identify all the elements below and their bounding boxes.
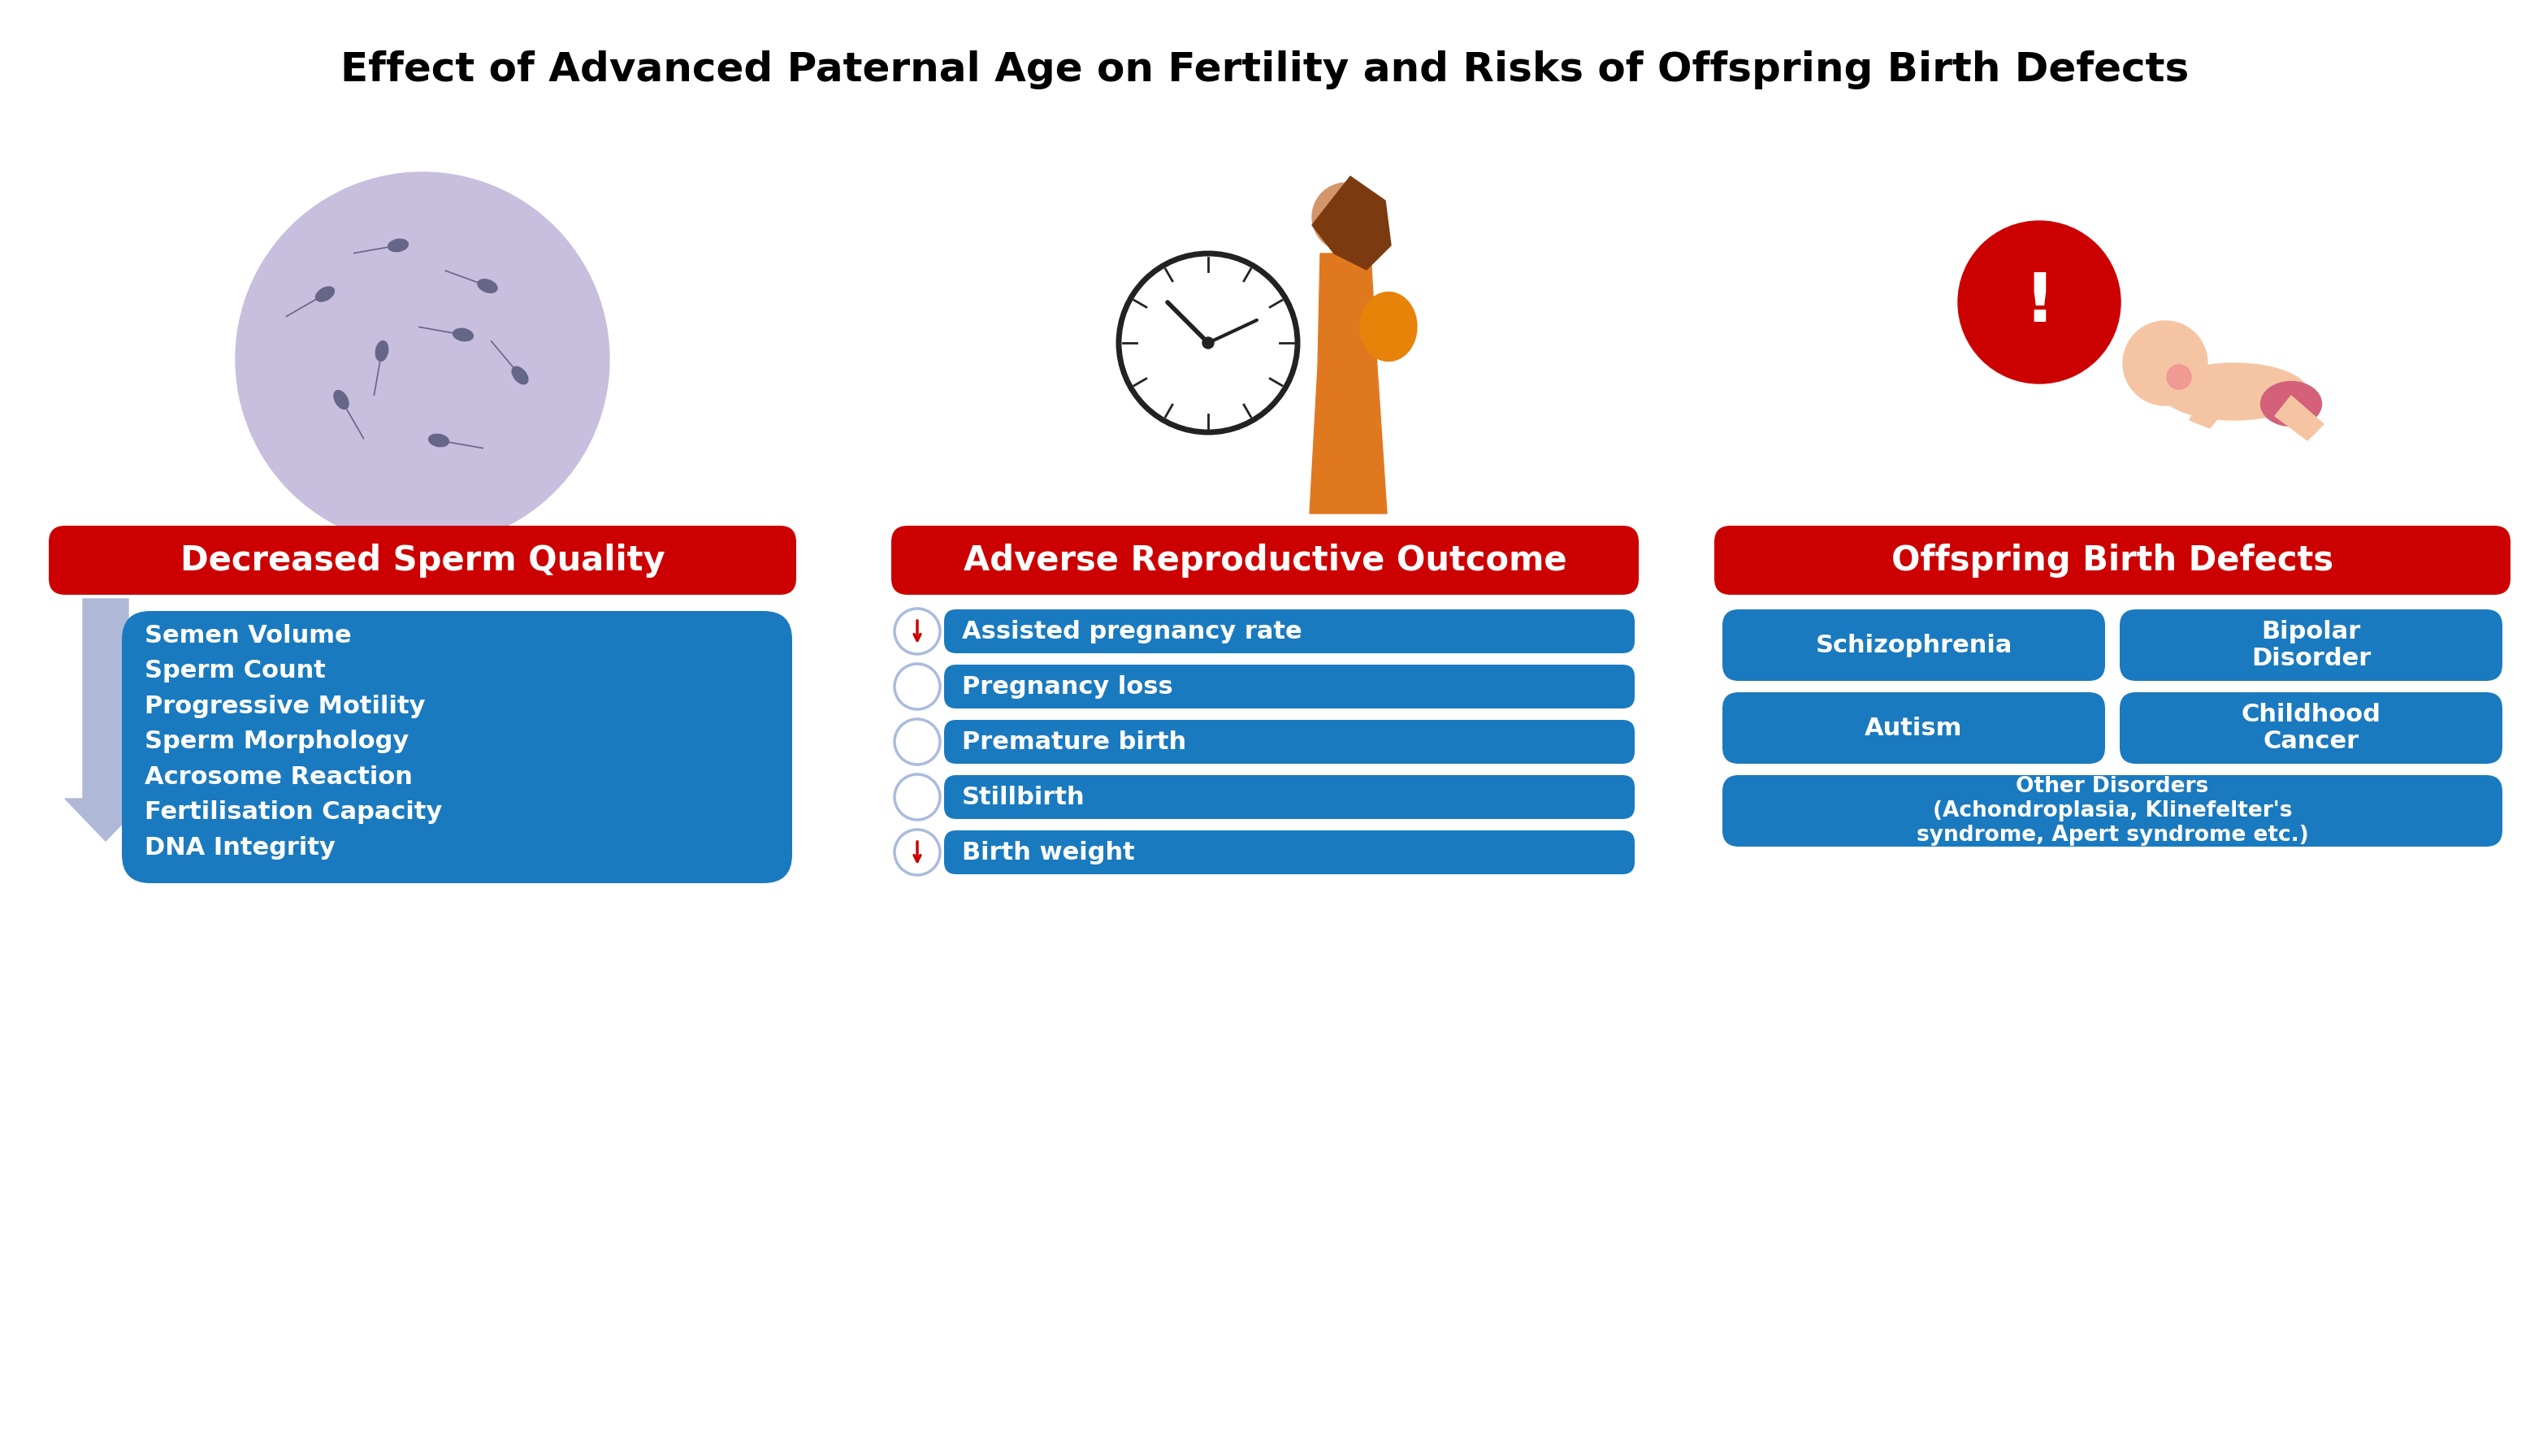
Ellipse shape <box>478 280 498 293</box>
Text: Semen Volume: Semen Volume <box>144 623 352 646</box>
Text: Decreased Sperm Quality: Decreased Sperm Quality <box>180 543 665 577</box>
Circle shape <box>1313 183 1381 250</box>
Text: Effect of Advanced Paternal Age on Fertility and Risks of Offspring Birth Defect: Effect of Advanced Paternal Age on Ferti… <box>342 51 2188 89</box>
Text: Autism: Autism <box>1865 716 1963 740</box>
FancyBboxPatch shape <box>1723 610 2105 681</box>
Text: Fertilisation Capacity: Fertilisation Capacity <box>144 801 443 824</box>
Text: Bipolar
Disorder: Bipolar Disorder <box>2252 620 2371 671</box>
Ellipse shape <box>316 287 334 301</box>
Circle shape <box>896 609 941 654</box>
Polygon shape <box>1311 367 1386 514</box>
Ellipse shape <box>428 434 448 447</box>
FancyBboxPatch shape <box>944 664 1634 709</box>
FancyBboxPatch shape <box>2120 692 2502 764</box>
Polygon shape <box>1313 176 1392 269</box>
Circle shape <box>896 830 941 875</box>
Ellipse shape <box>2161 363 2307 421</box>
FancyBboxPatch shape <box>891 526 1639 594</box>
Text: Pregnancy loss: Pregnancy loss <box>961 674 1174 699</box>
Text: Schizophrenia: Schizophrenia <box>1817 633 2011 657</box>
Text: Premature birth: Premature birth <box>961 729 1187 754</box>
Text: Offspring Birth Defects: Offspring Birth Defects <box>1892 543 2333 577</box>
Circle shape <box>896 664 941 709</box>
Polygon shape <box>2274 396 2323 440</box>
Circle shape <box>1118 253 1298 432</box>
FancyBboxPatch shape <box>2120 610 2502 681</box>
Text: Adverse Reproductive Outcome: Adverse Reproductive Outcome <box>964 543 1566 577</box>
Text: Sperm Count: Sperm Count <box>144 660 326 683</box>
FancyBboxPatch shape <box>1723 775 2502 846</box>
FancyBboxPatch shape <box>944 719 1634 764</box>
Text: DNA Integrity: DNA Integrity <box>144 836 336 859</box>
Ellipse shape <box>387 239 407 252</box>
Ellipse shape <box>1361 293 1417 361</box>
FancyBboxPatch shape <box>48 526 797 594</box>
Circle shape <box>235 172 610 546</box>
Text: Acrosome Reaction: Acrosome Reaction <box>144 766 412 789</box>
Text: Assisted pregnancy rate: Assisted pregnancy rate <box>961 620 1303 644</box>
FancyBboxPatch shape <box>944 610 1634 654</box>
FancyBboxPatch shape <box>944 775 1634 818</box>
Ellipse shape <box>511 367 529 384</box>
Polygon shape <box>2188 396 2226 428</box>
Text: Progressive Motility: Progressive Motility <box>144 695 425 718</box>
Ellipse shape <box>374 341 387 361</box>
FancyBboxPatch shape <box>944 830 1634 874</box>
Text: Childhood
Cancer: Childhood Cancer <box>2242 703 2381 753</box>
Ellipse shape <box>453 329 473 341</box>
Text: Sperm Morphology: Sperm Morphology <box>144 729 410 753</box>
FancyBboxPatch shape <box>1723 692 2105 764</box>
Circle shape <box>2123 320 2209 405</box>
FancyArrow shape <box>66 598 147 842</box>
Ellipse shape <box>2262 381 2323 427</box>
Circle shape <box>2166 365 2191 389</box>
FancyBboxPatch shape <box>1715 526 2510 594</box>
Circle shape <box>896 775 941 820</box>
Circle shape <box>1202 338 1214 348</box>
FancyBboxPatch shape <box>121 612 792 884</box>
Ellipse shape <box>334 390 349 409</box>
Text: Stillbirth: Stillbirth <box>961 785 1085 810</box>
Polygon shape <box>1318 253 1376 367</box>
Text: Birth weight: Birth weight <box>961 840 1136 863</box>
Text: !: ! <box>2024 269 2054 335</box>
Text: Other Disorders
(Achondroplasia, Klinefelter's
syndrome, Apert syndrome etc.): Other Disorders (Achondroplasia, Klinefe… <box>1915 776 2307 846</box>
Circle shape <box>1958 221 2120 383</box>
Circle shape <box>896 719 941 764</box>
